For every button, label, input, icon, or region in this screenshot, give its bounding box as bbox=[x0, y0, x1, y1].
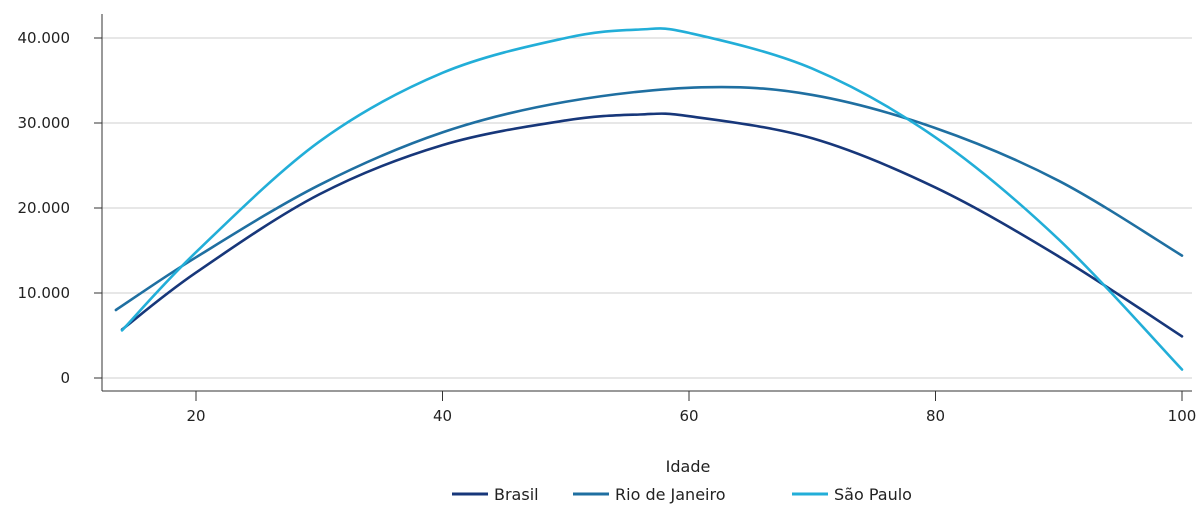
legend-label: Brasil bbox=[494, 485, 539, 504]
grid-lines bbox=[102, 37, 1192, 379]
legend-item-brasil: Brasil bbox=[452, 485, 539, 504]
y-tick-label: 0 bbox=[60, 369, 70, 387]
x-tick-label: 100 bbox=[1168, 407, 1197, 425]
y-tick-label: 40.000 bbox=[18, 29, 71, 47]
legend-label: São Paulo bbox=[834, 485, 912, 504]
x-tick-label: 40 bbox=[433, 407, 452, 425]
legend-label: Rio de Janeiro bbox=[615, 485, 726, 504]
x-axis-title: Idade bbox=[666, 457, 711, 476]
series-line-rio-de-janeiro bbox=[114, 85, 1184, 312]
x-tick-label: 60 bbox=[679, 407, 698, 425]
legend-item-sao-paulo: São Paulo bbox=[792, 485, 912, 504]
series-lines bbox=[114, 27, 1184, 371]
y-tick-label: 10.000 bbox=[18, 284, 71, 302]
y-tick-label: 30.000 bbox=[18, 114, 71, 132]
legend: Brasil Rio de Janeiro São Paulo bbox=[452, 485, 912, 504]
series-line-brasil bbox=[120, 112, 1184, 338]
legend-item-rio-de-janeiro: Rio de Janeiro bbox=[573, 485, 726, 504]
axes bbox=[94, 14, 1192, 401]
y-tick-label: 20.000 bbox=[18, 199, 71, 217]
x-tick-label: 80 bbox=[926, 407, 945, 425]
tick-labels: 0 10.000 20.000 30.000 40.000 20 40 60 80 100 bbox=[18, 29, 1197, 425]
series-line-sao-paulo bbox=[120, 27, 1184, 371]
x-tick-label: 20 bbox=[186, 407, 205, 425]
